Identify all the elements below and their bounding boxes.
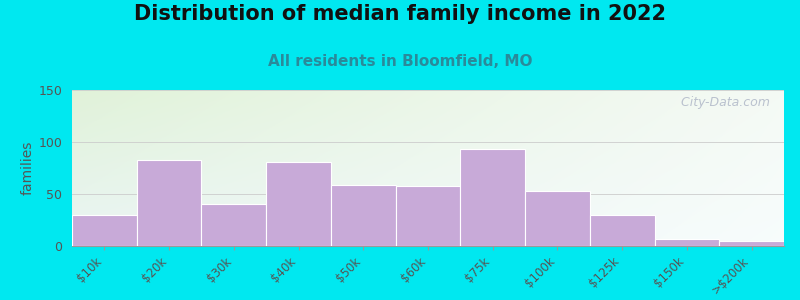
Bar [72,215,137,246]
Bar [202,204,266,246]
Text: Distribution of median family income in 2022: Distribution of median family income in … [134,4,666,25]
Bar [525,191,590,246]
Bar [266,162,331,246]
Bar [460,149,525,246]
Bar [590,215,654,246]
Y-axis label: families: families [20,141,34,195]
Bar [137,160,202,246]
Text: City-Data.com: City-Data.com [673,96,770,109]
Bar [331,184,396,246]
Bar [396,186,460,246]
Bar [654,239,719,246]
Bar [719,241,784,246]
Text: All residents in Bloomfield, MO: All residents in Bloomfield, MO [268,54,532,69]
